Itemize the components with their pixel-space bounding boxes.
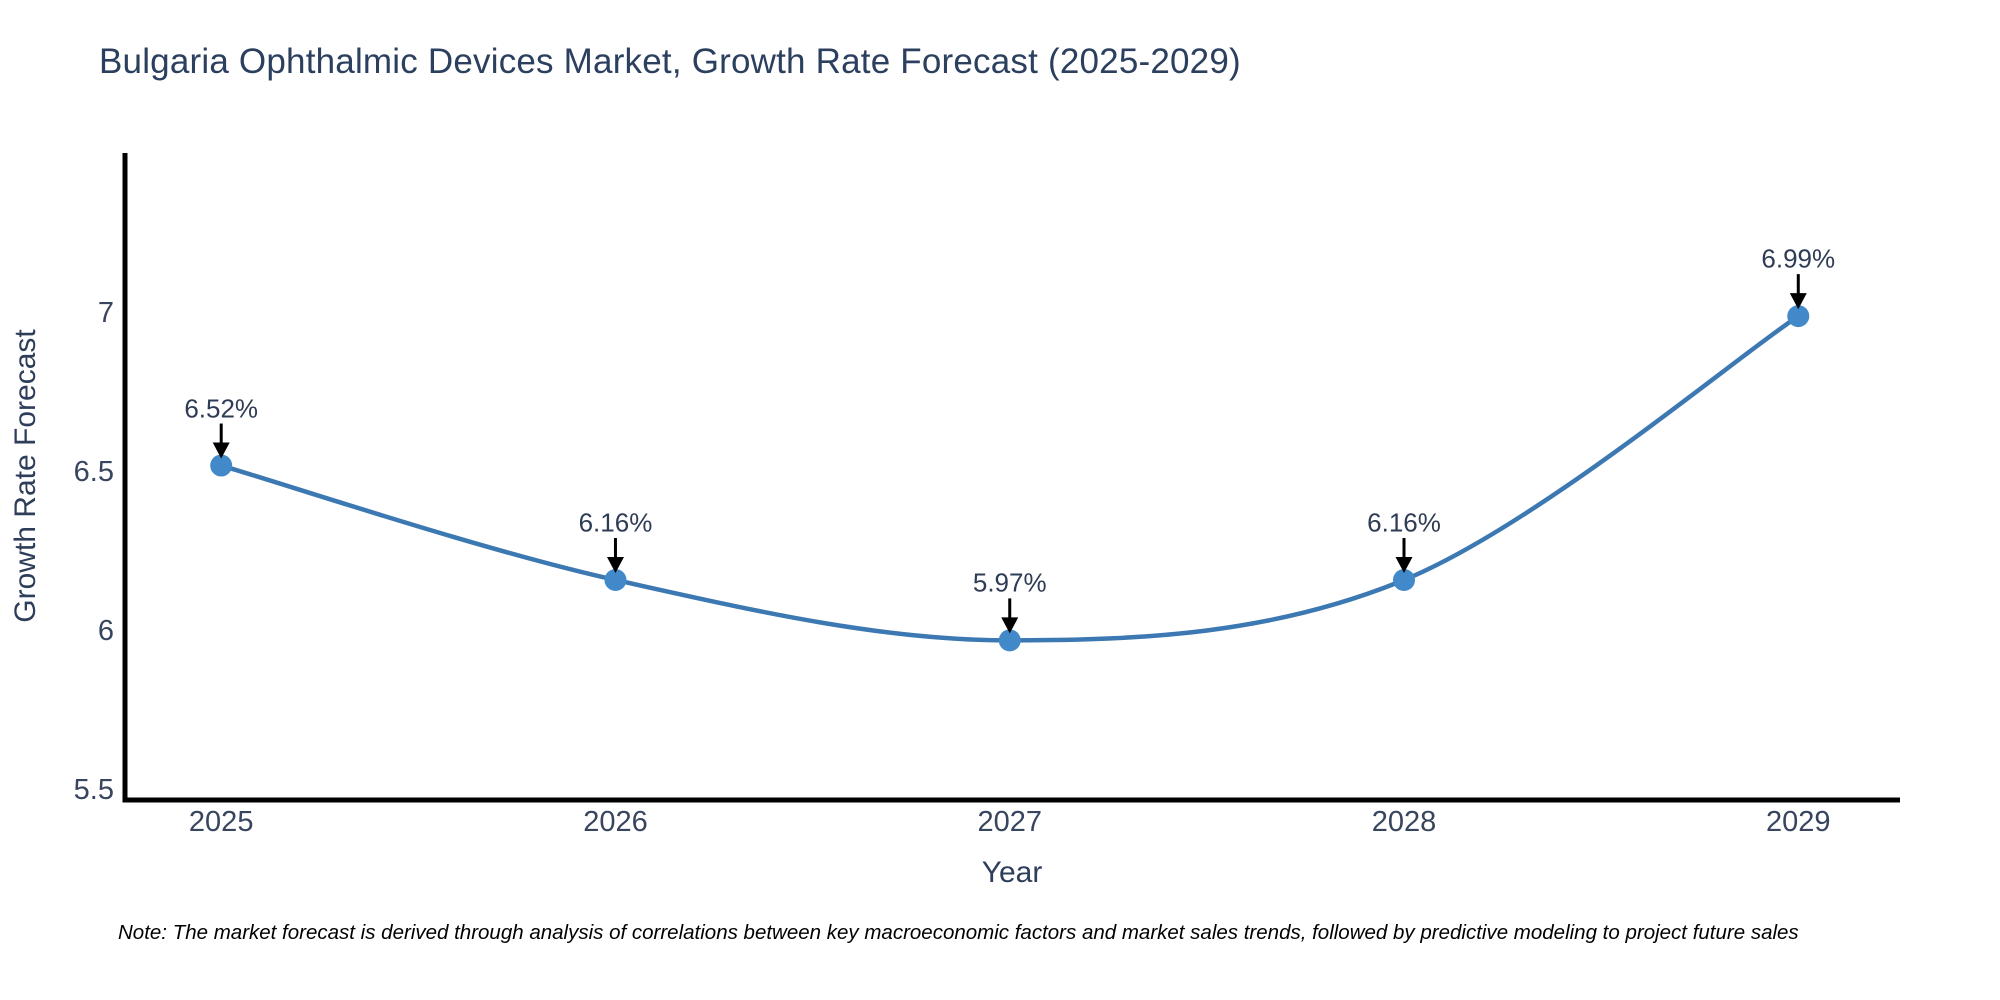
data-point-label: 5.97% (972, 567, 1047, 598)
data-point-marker (998, 629, 1021, 652)
x-tick-label: 2027 (977, 806, 1042, 838)
x-tick-label: 2028 (1371, 806, 1437, 838)
footnote: Note: The market forecast is derived thr… (118, 921, 1799, 944)
annotation-arrow-head (212, 442, 230, 459)
x-tick-label: 2025 (188, 806, 254, 838)
y-tick-label: 6 (97, 614, 114, 647)
x-axis-title: Year (981, 856, 1043, 889)
annotation-arrow-head (606, 556, 624, 573)
data-point-label: 6.16% (578, 507, 653, 538)
annotation-arrow-head (1001, 617, 1019, 634)
data-point-label: 6.16% (1367, 507, 1441, 538)
annotation-arrow-head (1395, 556, 1413, 573)
data-point-label: 6.52% (184, 393, 259, 424)
y-tick-label: 7 (97, 296, 114, 329)
y-tick-label: 6.5 (73, 455, 114, 488)
data-point-marker (604, 568, 627, 591)
chart-title: Bulgaria Ophthalmic Devices Market, Grow… (99, 42, 1241, 81)
x-tick-label: 2029 (1766, 806, 1831, 838)
data-point-label: 6.99% (1761, 243, 1836, 274)
y-tick-label: 5.5 (73, 773, 114, 806)
data-point-marker (1393, 568, 1416, 591)
annotation-arrow-head (1789, 293, 1807, 310)
data-point-marker (1787, 305, 1810, 328)
data-point-marker (210, 454, 233, 477)
x-tick-label: 2026 (583, 806, 648, 838)
